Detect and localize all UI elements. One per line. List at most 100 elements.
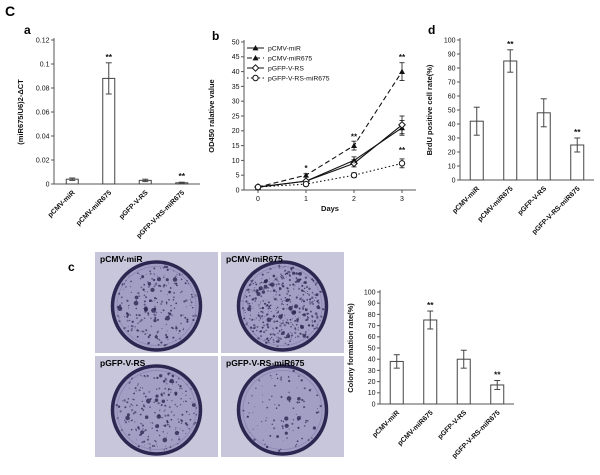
legend-label: pGFP-V-RS bbox=[268, 65, 304, 72]
svg-text:50: 50 bbox=[232, 39, 240, 46]
marker-diamond bbox=[251, 64, 260, 72]
colony-formation-bar-chart: 0 10 20 30 40 50 60 70 80 90 100 Colony formation r… bbox=[346, 282, 534, 474]
svg-text:40: 40 bbox=[232, 69, 240, 76]
marker-circle bbox=[398, 160, 406, 167]
svg-text:20: 20 bbox=[368, 379, 376, 386]
petri-dish-image bbox=[95, 252, 218, 353]
petri-dish-svg bbox=[95, 252, 218, 353]
svg-text:60: 60 bbox=[368, 334, 376, 341]
svg-text:0: 0 bbox=[452, 177, 456, 184]
significance-mark: ** bbox=[399, 53, 406, 62]
svg-text:100: 100 bbox=[444, 37, 456, 44]
svg-text:70: 70 bbox=[368, 323, 376, 330]
series-line bbox=[257, 124, 403, 188]
svg-text:0.02: 0.02 bbox=[36, 157, 50, 164]
significance-mark: ** bbox=[351, 159, 358, 168]
significance-mark: ** bbox=[574, 127, 581, 137]
petri-dish-image bbox=[95, 356, 218, 457]
svg-text:2: 2 bbox=[352, 196, 356, 203]
dish-pcmv-mir675: pCMV-miR675 bbox=[221, 252, 344, 353]
line-chart-svg: 0 5 10 15 20 25 30 35 40 45 50 0 1 2 3 OD450 ralative v… bbox=[207, 39, 416, 213]
significance-mark: ** bbox=[494, 369, 501, 379]
svg-text:40: 40 bbox=[448, 121, 456, 128]
category-label: pCMV-miR675 bbox=[477, 185, 515, 223]
significance-mark: ** bbox=[178, 171, 185, 181]
svg-text:80: 80 bbox=[448, 65, 456, 72]
category-label: pGFP-V-RS bbox=[118, 189, 150, 221]
svg-text:30: 30 bbox=[448, 135, 456, 142]
category-label: pCMV-miR bbox=[47, 189, 77, 219]
y-axis-label: (miR675/U6)2-ΔCT bbox=[16, 79, 25, 145]
svg-text:0: 0 bbox=[46, 181, 50, 188]
category-label: pCMV-miR bbox=[451, 185, 481, 215]
svg-text:0.04: 0.04 bbox=[36, 133, 50, 140]
svg-text:10: 10 bbox=[232, 158, 240, 165]
series-line bbox=[257, 71, 403, 188]
svg-text:0: 0 bbox=[372, 401, 376, 408]
dish-rim bbox=[236, 364, 329, 456]
x-axis-label: Days bbox=[321, 204, 339, 213]
svg-text:90: 90 bbox=[368, 301, 376, 308]
svg-text:100: 100 bbox=[364, 289, 376, 296]
svg-text:1: 1 bbox=[304, 196, 308, 203]
svg-text:0: 0 bbox=[256, 196, 260, 203]
marker-triangle bbox=[252, 55, 259, 61]
legend-label: pCMV-miR bbox=[268, 45, 301, 52]
panel-a-label: a bbox=[24, 23, 31, 37]
bar bbox=[423, 319, 438, 405]
svg-text:45: 45 bbox=[232, 54, 240, 61]
svg-text:25: 25 bbox=[232, 113, 240, 120]
svg-text:40: 40 bbox=[368, 357, 376, 364]
panel-b-label: b bbox=[212, 29, 220, 43]
d-chart-svg: 0 10 20 30 40 50 60 70 80 90 100 BrdU positive cell… bbox=[425, 37, 594, 236]
colony-dish-grid: pCMV-miR pCMV-miR675 pGFP-V-RS pGFP-V-RS… bbox=[95, 252, 344, 457]
figure-label: C bbox=[5, 3, 16, 19]
dish-rim bbox=[110, 260, 203, 352]
svg-text:20: 20 bbox=[232, 128, 240, 135]
dish-pcmv-mir: pCMV-miR bbox=[95, 252, 218, 353]
svg-text:60: 60 bbox=[448, 93, 456, 100]
svg-text:15: 15 bbox=[232, 143, 240, 150]
od450-proliferation-line-chart: 0 5 10 15 20 25 30 35 40 45 50 0 1 2 3 OD450 ralative v… bbox=[206, 30, 428, 246]
y-axis-label: Colony formation rate(%) bbox=[346, 303, 355, 393]
marker-circle bbox=[302, 180, 310, 188]
svg-text:50: 50 bbox=[368, 345, 376, 352]
significance-mark: ** bbox=[427, 300, 434, 310]
svg-text:70: 70 bbox=[448, 79, 456, 86]
significance-mark: ** bbox=[351, 133, 358, 142]
svg-text:80: 80 bbox=[368, 312, 376, 319]
dish-pgfp-v-rs-mir675: pGFP-V-RS-miR675 bbox=[221, 356, 344, 457]
bar bbox=[503, 60, 518, 181]
petri-dish-image bbox=[221, 356, 344, 457]
dish-label: pGFP-V-RS-miR675 bbox=[226, 358, 305, 368]
petri-dish-svg bbox=[95, 356, 218, 457]
brdu-positive-rate-bar-chart: 0 10 20 30 40 50 60 70 80 90 100 BrdU positive cell… bbox=[424, 24, 600, 250]
marker-diamond bbox=[398, 120, 406, 129]
svg-text:90: 90 bbox=[448, 51, 456, 58]
marker-triangle bbox=[351, 142, 357, 148]
marker-circle bbox=[252, 74, 259, 82]
dish-rim bbox=[110, 364, 203, 456]
marker-diamond bbox=[350, 159, 358, 168]
category-label: pCMV-miR bbox=[371, 409, 401, 439]
svg-text:0.08: 0.08 bbox=[36, 85, 50, 92]
legend-label: pCMV-miR675 bbox=[268, 55, 312, 62]
svg-text:30: 30 bbox=[368, 368, 376, 375]
category-label: pCMV-miR675 bbox=[75, 189, 113, 227]
marker-circle bbox=[254, 183, 262, 191]
svg-text:30: 30 bbox=[232, 99, 240, 106]
svg-text:50: 50 bbox=[448, 107, 456, 114]
series-line bbox=[257, 127, 403, 188]
dish-label: pCMV-miR bbox=[100, 254, 143, 264]
svg-text:5: 5 bbox=[236, 173, 240, 180]
petri-dish-image bbox=[221, 252, 344, 353]
petri-dish-svg bbox=[221, 252, 344, 353]
marker-circle bbox=[350, 172, 358, 179]
a-chart-svg: 0 0.02 0.04 0.06 0.08 0.1 0.12 (miR675/U6)2-ΔCT… bbox=[16, 37, 200, 240]
dish-label: pGFP-V-RS bbox=[100, 358, 146, 368]
category-label: pGFP-V-RS bbox=[517, 185, 549, 217]
svg-text:0: 0 bbox=[236, 187, 240, 194]
svg-text:35: 35 bbox=[232, 84, 240, 91]
mir675-expression-bar-chart: 0 0.02 0.04 0.06 0.08 0.1 0.12 (miR675/U6)2-ΔCT… bbox=[14, 26, 206, 242]
